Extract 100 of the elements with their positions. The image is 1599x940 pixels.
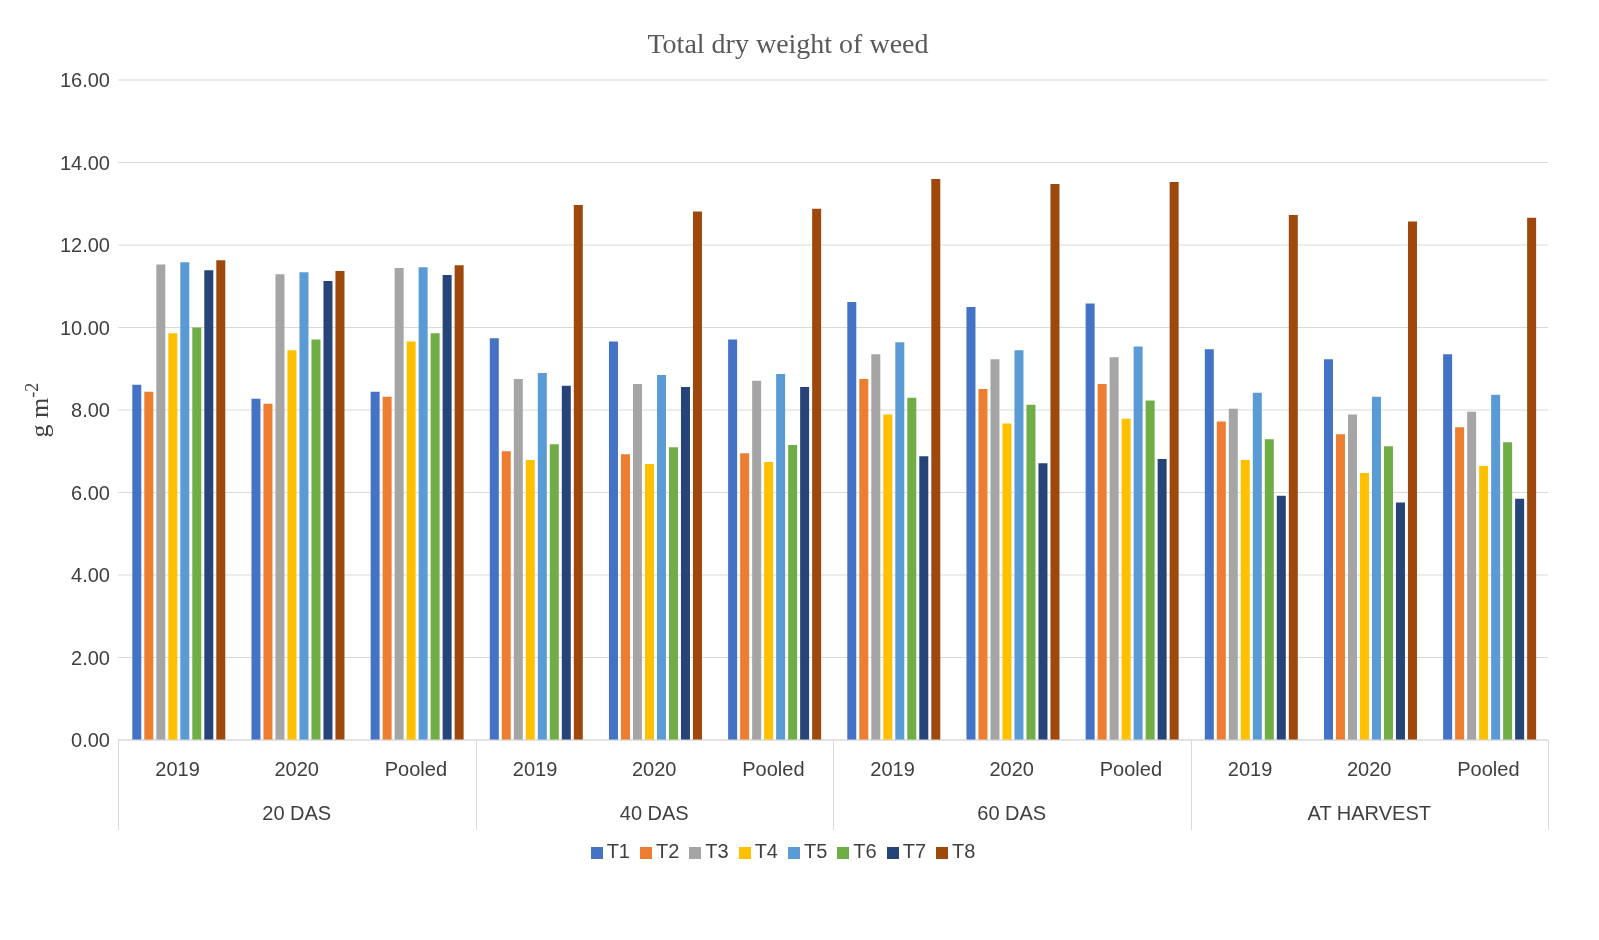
bar	[1038, 463, 1048, 740]
y-tick-label: 6.00	[71, 481, 110, 504]
text: AT HARVEST	[1306, 802, 1432, 825]
bar	[1323, 359, 1333, 740]
bar	[287, 350, 297, 740]
legend-label: T7	[902, 840, 927, 862]
bar	[668, 447, 678, 740]
bar	[382, 396, 392, 740]
bar	[1133, 346, 1143, 740]
bar	[1395, 502, 1405, 740]
bar	[919, 456, 929, 740]
bar	[335, 270, 345, 740]
bar	[859, 379, 869, 740]
y-tick-label: 14.00	[59, 151, 110, 174]
bar	[454, 265, 464, 740]
y-tick-label: 0.00	[71, 729, 110, 752]
bar	[978, 388, 988, 740]
bar	[847, 301, 857, 740]
bar	[800, 386, 810, 740]
bar	[370, 391, 380, 740]
bar	[216, 260, 226, 740]
bar	[1347, 414, 1357, 740]
bar	[442, 275, 452, 740]
bar	[311, 339, 321, 740]
bar	[1121, 418, 1131, 740]
bar	[990, 359, 1000, 740]
bar	[144, 391, 154, 740]
text: 60 DAS	[976, 802, 1048, 825]
bar	[1407, 221, 1417, 740]
y-tick-label: 10.00	[59, 316, 110, 339]
bar	[1050, 183, 1060, 740]
bar	[883, 414, 893, 740]
legend-label: T1	[606, 840, 630, 862]
bar	[263, 403, 273, 740]
bar	[1479, 466, 1489, 740]
bar	[1467, 411, 1477, 740]
x-tick-label: 2019	[1227, 758, 1273, 781]
bar	[812, 208, 822, 740]
bar	[204, 270, 214, 740]
y-tick-label: 16.00	[59, 69, 110, 92]
bar	[1216, 421, 1226, 740]
bar	[632, 384, 642, 740]
bar	[1455, 427, 1465, 740]
bar	[966, 306, 976, 740]
x-tick-label: 2020	[632, 758, 677, 781]
bar	[156, 264, 166, 740]
x-tick-label: 2020	[274, 758, 319, 781]
bar	[752, 380, 762, 740]
bar	[573, 204, 583, 740]
bar	[1276, 495, 1286, 740]
bar	[1002, 423, 1012, 740]
bar	[608, 341, 618, 740]
y-tick-label: 2.00	[71, 646, 110, 669]
bar	[180, 262, 190, 740]
bar	[680, 386, 690, 740]
x-tick-label: Pooled	[1099, 758, 1163, 781]
y-tick-label: 4.00	[71, 564, 110, 587]
bar	[620, 454, 630, 740]
bar	[525, 459, 535, 740]
bar	[776, 374, 786, 740]
bar	[1240, 459, 1250, 740]
chart-title: Total dry weight of weed	[646, 27, 930, 61]
bar	[1228, 408, 1238, 740]
legend-label: T3	[705, 840, 729, 862]
bar	[430, 333, 440, 740]
legend-label: T6	[853, 840, 877, 862]
bar	[561, 385, 571, 740]
legend-label: T2	[655, 840, 680, 862]
bar	[418, 267, 428, 740]
y-tick-label: 8.00	[71, 399, 110, 422]
bar	[299, 272, 309, 740]
bar	[323, 280, 333, 740]
x-tick-label: 2020	[989, 758, 1034, 781]
bar	[501, 451, 511, 740]
legend-label: T8	[952, 840, 976, 862]
bar	[513, 379, 523, 740]
x-tick-label: 2019	[870, 758, 915, 781]
x-tick-label: 2020	[1347, 758, 1392, 781]
x-tick-label: Pooled	[742, 758, 805, 781]
bar	[692, 211, 702, 740]
bar	[644, 464, 654, 740]
bar	[1383, 446, 1393, 740]
bar	[132, 384, 142, 740]
x-tick-label: 2019	[512, 758, 558, 781]
bar	[1145, 400, 1155, 740]
bar	[537, 372, 547, 740]
bar	[728, 339, 738, 740]
bar	[1288, 214, 1298, 740]
bar	[1204, 349, 1214, 740]
bar	[192, 327, 202, 740]
bar	[931, 179, 941, 740]
text: 40 DAS	[618, 802, 690, 825]
bar	[907, 397, 917, 740]
bar	[394, 268, 404, 740]
bar	[1085, 303, 1095, 740]
bar	[1491, 394, 1501, 740]
bar	[168, 333, 178, 740]
x-tick-label: Pooled	[1457, 758, 1520, 781]
bar	[1014, 350, 1024, 740]
bar	[1169, 181, 1179, 740]
